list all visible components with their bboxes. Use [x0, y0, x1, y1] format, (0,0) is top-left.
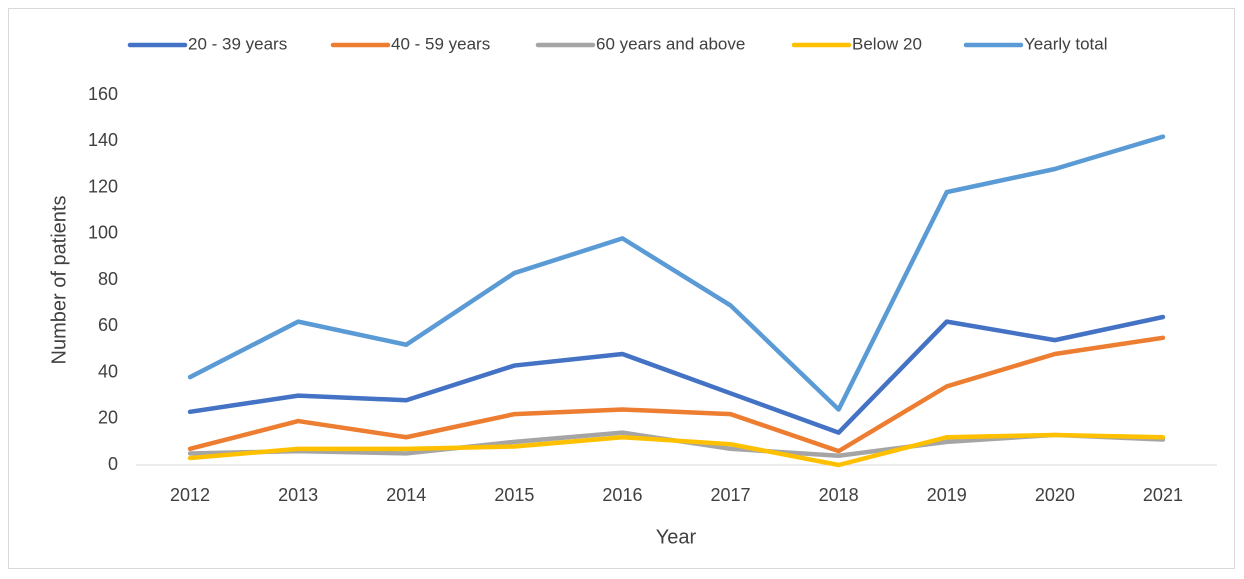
series-line — [187, 314, 1166, 435]
series-line — [187, 335, 1166, 454]
y-axis-label: Number of patients — [48, 196, 70, 365]
y-tick-label: 120 — [88, 176, 118, 196]
y-tick-label: 0 — [108, 454, 118, 474]
x-tick-label: 2012 — [170, 485, 210, 505]
y-tick-label: 160 — [88, 84, 118, 104]
y-tick-label: 40 — [98, 361, 118, 381]
x-tick-label: 2019 — [927, 485, 967, 505]
y-tick-label: 80 — [98, 269, 118, 289]
chart-border — [8, 8, 1235, 569]
x-tick-label: 2020 — [1035, 485, 1075, 505]
legend-label: Yearly total — [1024, 34, 1107, 53]
x-tick-label: 2021 — [1143, 485, 1183, 505]
x-tick-label: 2016 — [602, 485, 642, 505]
legend-label: 40 - 59 years — [391, 34, 490, 53]
series-line — [187, 134, 1166, 412]
x-axis-label: Year — [656, 526, 697, 548]
x-tick-label: 2013 — [278, 485, 318, 505]
series-line — [187, 432, 1166, 468]
x-tick-label: 2017 — [711, 485, 751, 505]
x-tick-label: 2018 — [819, 485, 859, 505]
y-tick-label: 20 — [98, 408, 118, 428]
legend-label: 60 years and above — [596, 34, 745, 53]
y-tick-label: 140 — [88, 130, 118, 150]
y-tick-label: 60 — [98, 315, 118, 335]
x-tick-label: 2015 — [494, 485, 534, 505]
y-tick-label: 100 — [88, 223, 118, 243]
x-tick-label: 2014 — [386, 485, 426, 505]
legend-label: 20 - 39 years — [188, 34, 287, 53]
legend-label: Below 20 — [852, 34, 922, 53]
